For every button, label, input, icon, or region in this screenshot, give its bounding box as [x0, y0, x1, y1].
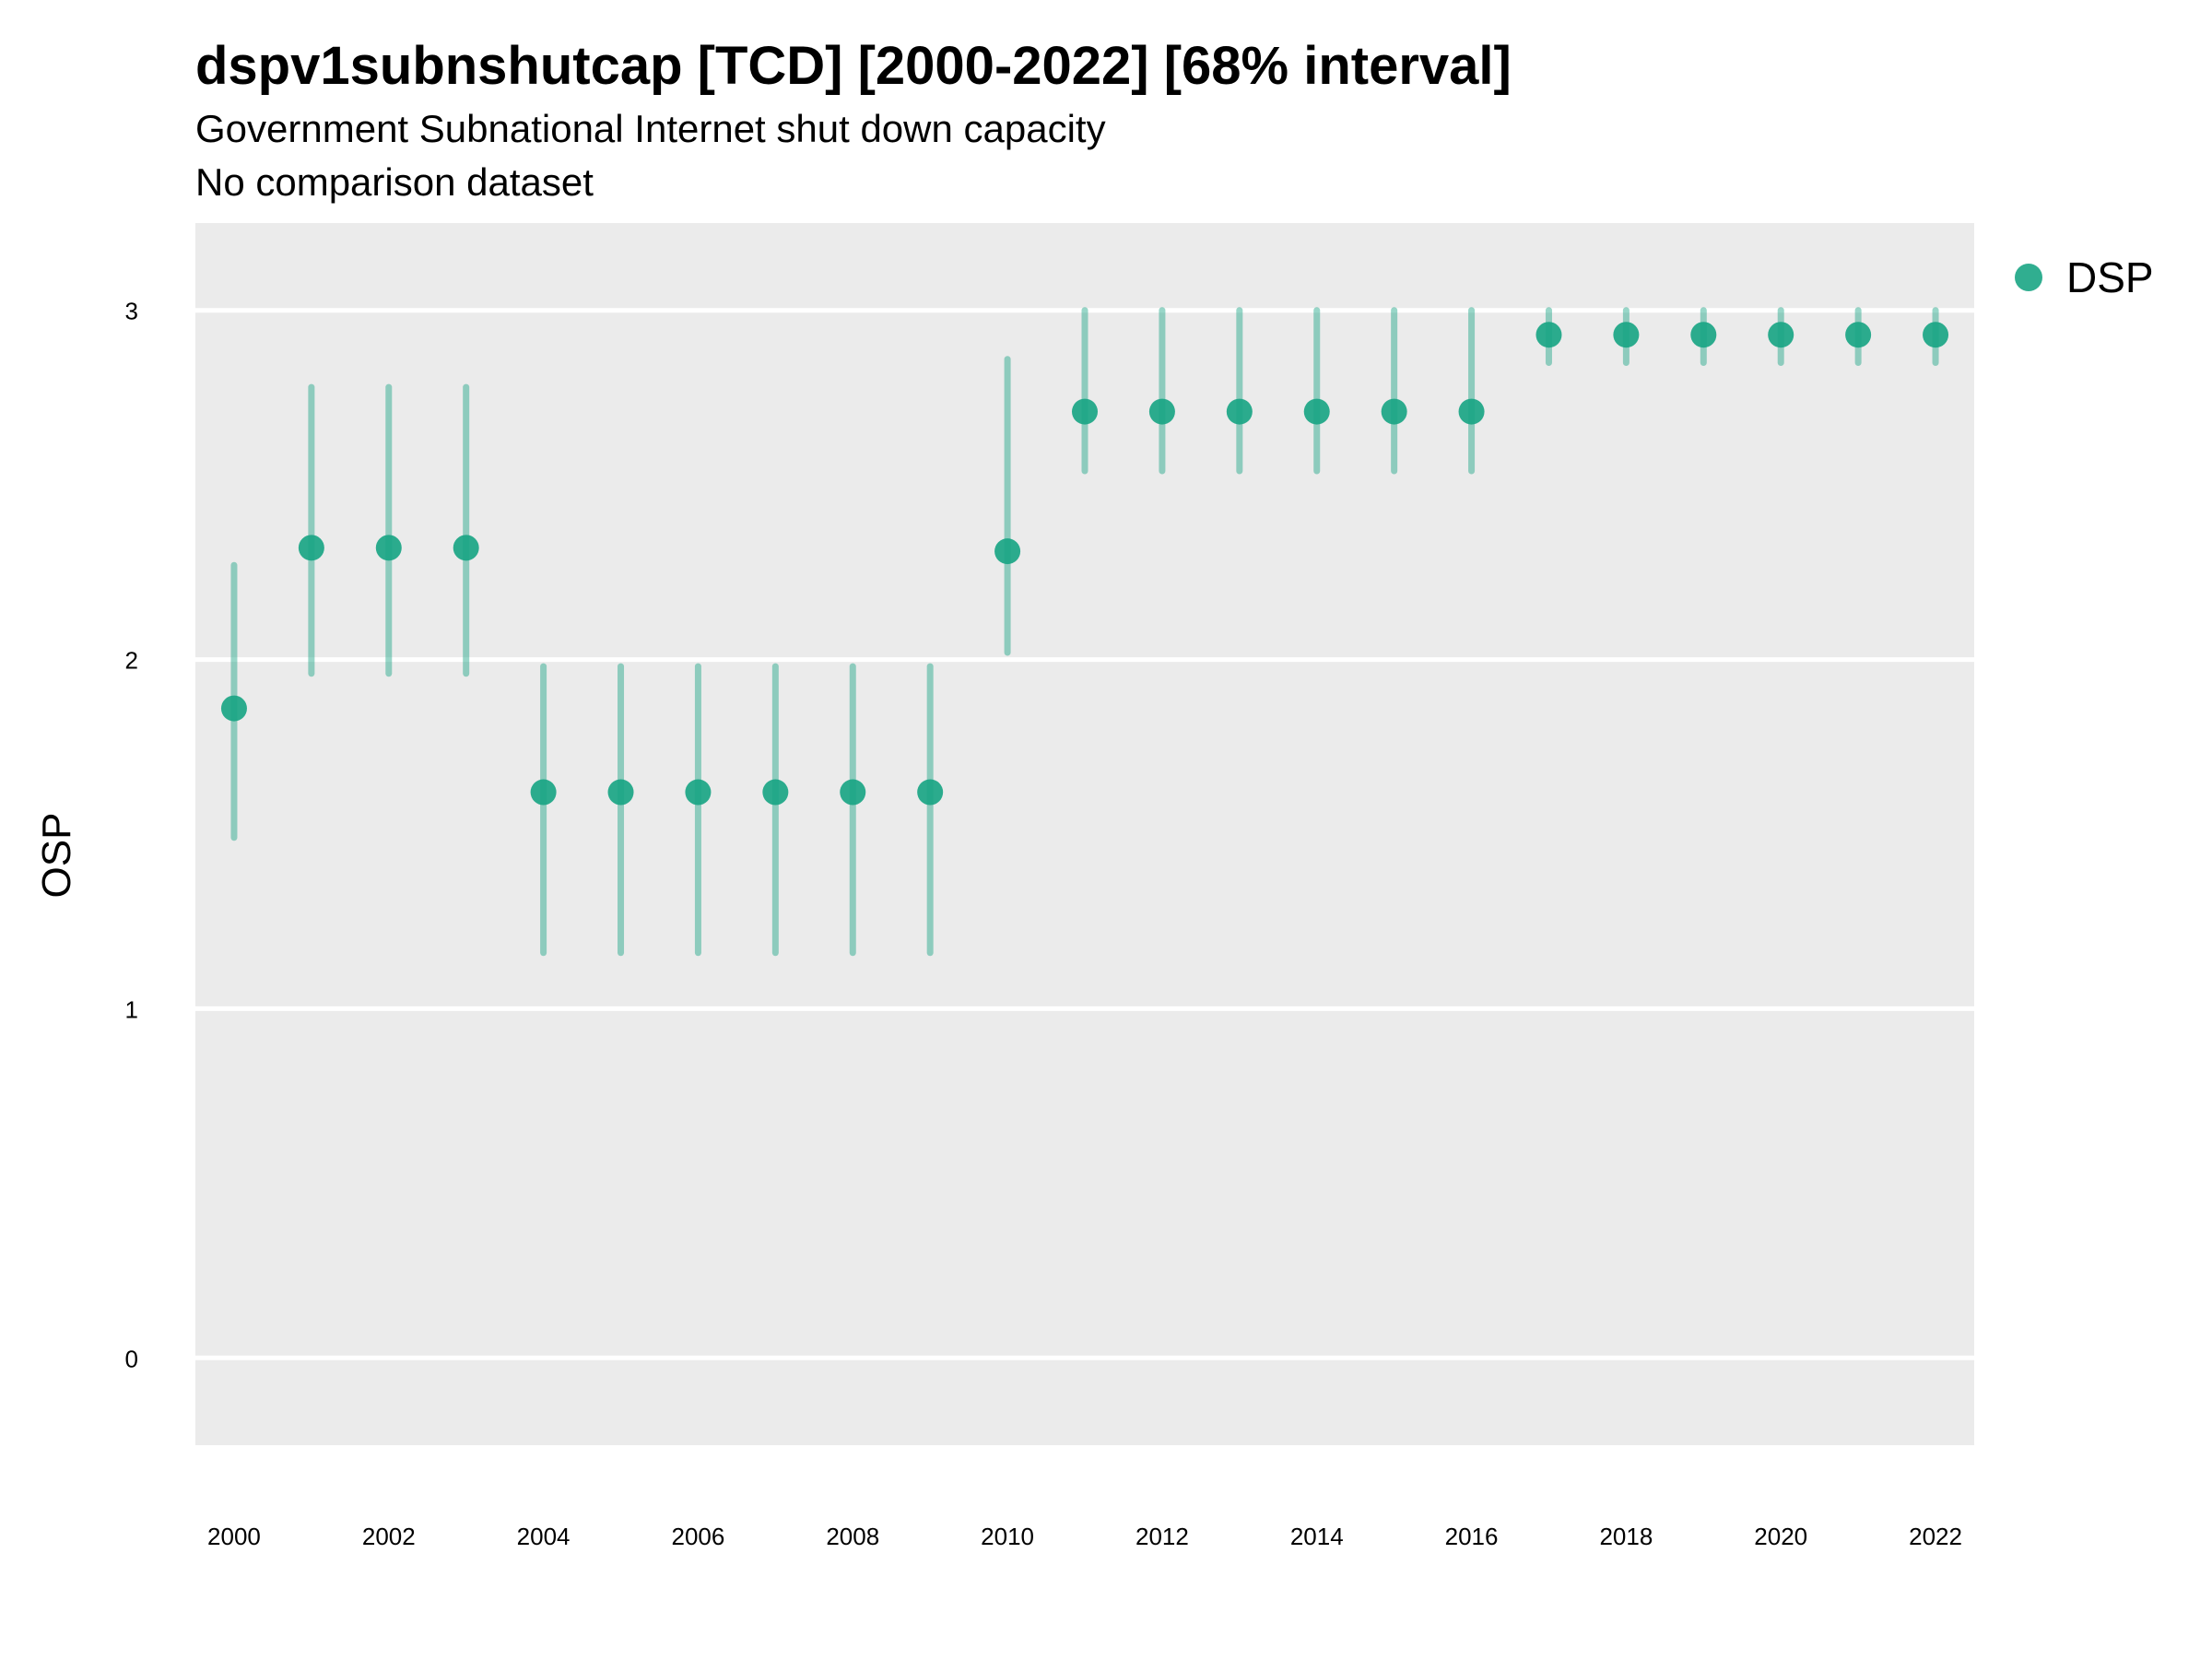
data-point [298, 535, 324, 561]
x-tick-label: 2010 [981, 1523, 1034, 1550]
x-tick-label: 2012 [1135, 1523, 1189, 1550]
data-point [1148, 398, 1175, 425]
legend-label: DSP [2066, 253, 2154, 301]
legend: DSP [2015, 253, 2154, 302]
data-point [453, 535, 479, 561]
data-point [1226, 398, 1253, 425]
data-point [1535, 322, 1562, 348]
data-point [685, 779, 712, 806]
chart-subtitle: Government Subnational Internet shut dow… [195, 107, 1106, 150]
y-tick-label: 0 [125, 1345, 138, 1372]
data-point [1381, 398, 1407, 425]
y-tick-labels: 0 1 2 3 [125, 298, 138, 1373]
legend-dot-icon [2015, 264, 2042, 291]
chart-title: dspv1subnshutcap [TCD] [2000-2022] [68% … [195, 36, 1512, 96]
chart-subtitle-comparison: No comparison dataset [195, 160, 594, 204]
x-tick-label: 2018 [1599, 1523, 1653, 1550]
data-point [530, 779, 557, 806]
x-tick-label: 2016 [1445, 1523, 1499, 1550]
y-tick-label: 2 [125, 647, 138, 675]
plot-panel [195, 223, 1974, 1445]
data-point [840, 779, 866, 806]
data-point [607, 779, 634, 806]
data-point [1303, 398, 1330, 425]
data-point [762, 779, 789, 806]
data-point [1072, 398, 1098, 425]
gridlines [195, 308, 1974, 1360]
data-marks [220, 307, 1949, 957]
x-tick-label: 2008 [826, 1523, 879, 1550]
x-tick-label: 2006 [672, 1523, 725, 1550]
data-point [375, 535, 402, 561]
data-point [1768, 322, 1794, 348]
y-tick-label: 3 [125, 298, 138, 325]
x-tick-label: 2004 [517, 1523, 571, 1550]
x-tick-label: 2020 [1754, 1523, 1807, 1550]
data-point [917, 779, 944, 806]
x-tick-label: 2022 [1909, 1523, 1962, 1550]
data-point [994, 538, 1021, 565]
x-tick-label: 2002 [362, 1523, 416, 1550]
data-point [1458, 398, 1485, 425]
x-tick-labels: 2000 2002 2004 2006 2008 2010 2012 2014 2016 2018… [207, 1523, 1962, 1550]
data-point [1845, 322, 1872, 348]
x-tick-label: 2000 [207, 1523, 261, 1550]
data-point [220, 695, 247, 722]
data-point [1690, 322, 1717, 348]
y-tick-label: 1 [125, 995, 138, 1023]
data-point [1923, 322, 1949, 348]
data-point [1613, 322, 1640, 348]
x-tick-label: 2014 [1290, 1523, 1344, 1550]
